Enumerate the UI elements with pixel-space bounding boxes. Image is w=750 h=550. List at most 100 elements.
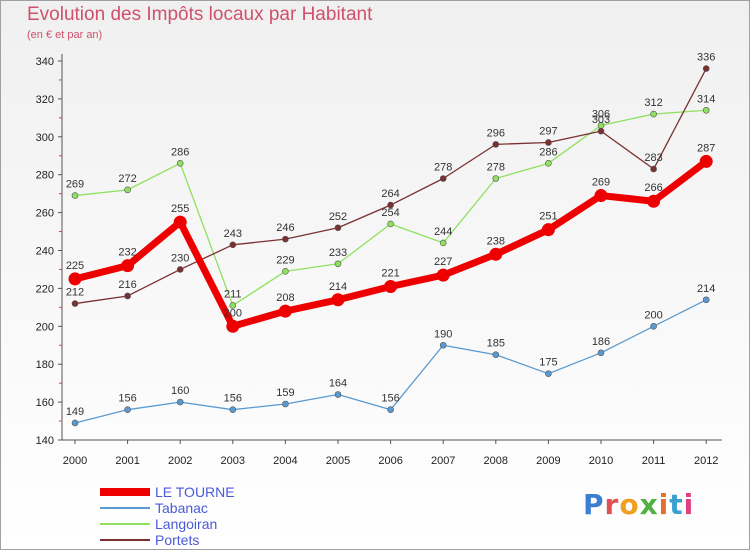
data-point-tabanac [702, 296, 710, 304]
data-label-tabanac: 156 [224, 393, 242, 405]
x-tick-label: 2001 [115, 455, 139, 467]
data-point-le-tourne [121, 259, 135, 273]
logo-letter: P [583, 488, 605, 521]
data-point-langoiran [650, 110, 657, 118]
data-point-langoiran [282, 268, 289, 275]
data-point-langoiran [702, 106, 710, 114]
data-label-langoiran: 233 [329, 247, 347, 259]
x-tick-label: 2004 [273, 455, 297, 467]
data-point-le-tourne [68, 272, 82, 286]
data-label-tabanac: 164 [329, 378, 347, 390]
data-point-portets [387, 201, 394, 209]
data-point-langoiran [439, 239, 447, 247]
data-point-le-tourne [278, 304, 292, 318]
legend-item: Tabanac [100, 500, 400, 516]
data-point-langoiran [387, 220, 394, 228]
logo-letter: r [604, 488, 620, 521]
data-label-portets: 297 [539, 125, 557, 137]
y-tick-label: 220 [36, 283, 54, 295]
y-tick-label: 260 [36, 208, 54, 220]
data-label-portets: 303 [592, 114, 610, 126]
logo-letter: x [639, 488, 659, 521]
data-label-le-tourne: 269 [592, 177, 610, 189]
data-point-portets [650, 165, 657, 173]
x-tick-label: 2003 [221, 455, 245, 467]
data-point-tabanac [282, 400, 289, 408]
data-label-langoiran: 278 [487, 161, 505, 173]
data-label-le-tourne: 287 [697, 142, 715, 154]
data-point-tabanac [439, 341, 447, 349]
data-label-langoiran: 244 [434, 226, 452, 238]
legend-item: Langoiran [100, 516, 400, 532]
data-point-tabanac [387, 406, 394, 413]
data-label-tabanac: 186 [592, 336, 610, 348]
data-point-portets [124, 292, 131, 300]
data-label-portets: 296 [487, 127, 505, 139]
logo-letter: o [619, 488, 640, 521]
data-label-portets: 212 [66, 287, 84, 299]
data-point-portets [71, 300, 79, 307]
data-label-le-tourne: 221 [381, 268, 399, 280]
x-tick-label: 2010 [589, 455, 613, 467]
y-tick-label: 300 [36, 132, 54, 144]
y-tick-label: 280 [36, 170, 54, 182]
data-label-langoiran: 314 [697, 93, 715, 105]
data-label-portets: 283 [644, 152, 662, 164]
legend-swatch [100, 539, 150, 541]
data-point-langoiran [71, 192, 79, 199]
data-label-le-tourne: 227 [434, 256, 452, 268]
data-label-tabanac: 214 [697, 283, 715, 295]
data-label-langoiran: 229 [276, 254, 294, 266]
legend-swatch [100, 488, 150, 496]
data-label-tabanac: 175 [539, 357, 557, 369]
legend-swatch [100, 507, 150, 509]
logo-letter: i [683, 488, 695, 521]
data-point-le-tourne [436, 268, 450, 282]
data-label-tabanac: 160 [171, 385, 189, 397]
data-point-langoiran [334, 260, 342, 268]
data-label-langoiran: 286 [539, 146, 557, 158]
x-tick-label: 2009 [536, 455, 560, 467]
data-label-portets: 230 [171, 252, 189, 264]
data-label-tabanac: 200 [644, 309, 662, 321]
x-tick-label: 2011 [642, 455, 666, 467]
data-label-le-tourne: 232 [118, 247, 136, 259]
data-label-portets: 246 [276, 222, 294, 234]
data-label-langoiran: 211 [224, 288, 242, 300]
proxiti-logo: Proxiti [583, 488, 694, 521]
data-label-tabanac: 185 [487, 338, 505, 350]
data-point-tabanac [71, 419, 79, 427]
data-label-le-tourne: 208 [276, 292, 294, 304]
data-label-portets: 336 [697, 52, 715, 64]
x-tick-label: 2005 [326, 455, 350, 467]
data-label-portets: 278 [434, 161, 452, 173]
data-point-portets [545, 139, 552, 146]
data-point-le-tourne [594, 189, 608, 203]
data-point-langoiran [176, 160, 184, 167]
data-point-portets [334, 224, 342, 232]
x-tick-label: 2002 [168, 455, 192, 467]
data-point-tabanac [229, 406, 237, 413]
data-label-le-tourne: 266 [644, 182, 662, 194]
data-point-tabanac [176, 398, 184, 406]
data-label-langoiran: 269 [66, 179, 84, 191]
data-point-tabanac [545, 370, 552, 377]
legend: LE TOURNE Tabanac Langoiran Portets [100, 484, 400, 548]
data-label-tabanac: 190 [434, 328, 452, 340]
data-label-le-tourne: 200 [224, 307, 242, 319]
chart-subtitle: (en € et par an) [27, 29, 103, 41]
data-point-le-tourne [331, 293, 345, 307]
y-tick-label: 200 [36, 321, 54, 333]
legend-label: Tabanac [155, 500, 208, 516]
data-point-tabanac [334, 391, 342, 398]
data-point-portets [282, 235, 289, 243]
legend-label: LE TOURNE [155, 484, 235, 500]
data-label-le-tourne: 251 [539, 211, 557, 223]
y-tick-label: 340 [36, 56, 54, 68]
data-label-langoiran: 254 [381, 207, 399, 219]
data-point-tabanac [492, 351, 500, 359]
data-point-langoiran [229, 302, 237, 309]
data-point-langoiran [124, 186, 131, 194]
data-label-tabanac: 156 [118, 393, 136, 405]
